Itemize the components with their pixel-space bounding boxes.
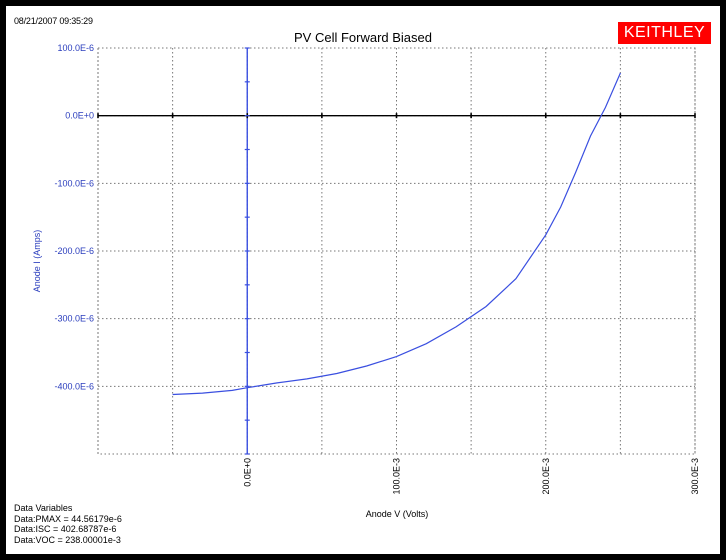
data-variables-heading: Data Variables	[14, 503, 73, 513]
grid-layer	[97, 47, 696, 455]
timestamp: 08/21/2007 09:35:29	[14, 16, 93, 26]
y-tick-label: -200.0E-6	[54, 246, 94, 256]
x-tick-label: 100.0E-3	[392, 458, 402, 495]
axis-layer	[97, 47, 696, 455]
x-tick-label: 0.0E+0	[242, 458, 252, 487]
plot-area: 100.0E-6 0.0E+0 -100.0E-6 -200.0E-6 -300.0E-…	[32, 43, 700, 519]
keithley-logo: KEITHLEY	[618, 22, 711, 44]
data-variable-voc: Data:VOC = 238.00001e-3	[14, 534, 121, 545]
data-variable-pmax: Data:PMAX = 44.56179e-6	[14, 513, 122, 524]
y-tick-label: 0.0E+0	[65, 111, 94, 121]
chart-panel: 08/21/2007 09:35:29 PV Cell Forward Bias…	[6, 6, 720, 554]
x-tick-label: 200.0E-3	[541, 458, 551, 495]
y-tick-label: -300.0E-6	[54, 314, 94, 324]
tick-label-layer: 100.0E-6 0.0E+0 -100.0E-6 -200.0E-6 -300.0E-…	[54, 43, 700, 495]
data-variable-isc: Data:ISC = 402.68787e-6	[14, 524, 117, 534]
chart-title: PV Cell Forward Biased	[294, 30, 432, 45]
y-tick-label: -400.0E-6	[54, 381, 94, 391]
series-layer	[172, 72, 621, 396]
x-axis-title: Anode V (Volts)	[366, 509, 429, 519]
y-tick-label: -100.0E-6	[54, 178, 94, 188]
x-tick-label: 300.0E-3	[690, 458, 700, 495]
y-axis-title: Anode I (Amps)	[32, 230, 42, 293]
y-tick-label: 100.0E-6	[57, 43, 94, 53]
data-variables: Data Variables Data:PMAX = 44.56179e-6 D…	[14, 503, 122, 545]
iv-curve	[172, 72, 621, 396]
